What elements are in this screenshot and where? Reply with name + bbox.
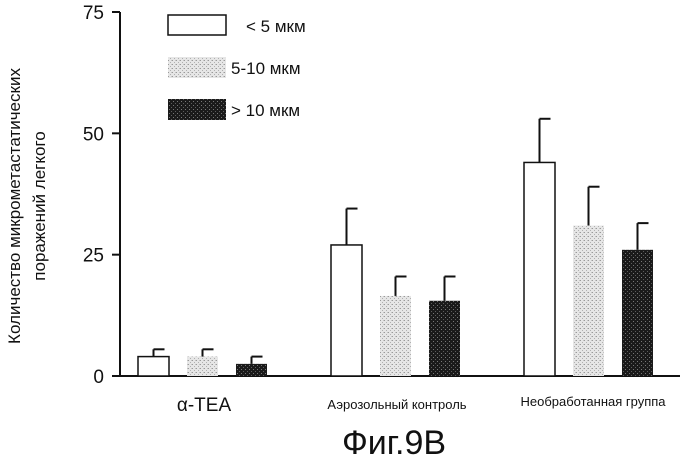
bar-5-10-group-2 [380,296,411,376]
bar-5-10-group-3 [573,226,604,376]
y-axis-title-line-1: Количество микрометастатических [5,68,24,344]
category-label-untreated-group: Необработанная группа [520,394,666,409]
legend-label-lt5: < 5 мкм [246,17,306,36]
y-axis-title-line-2: поражений легкого [30,131,49,280]
bar-lt5-group-1 [138,357,169,376]
legend-label-gt10: > 10 мкм [231,101,300,120]
bar-lt5-group-2 [331,245,362,376]
legend-swatch-lt5 [168,15,226,35]
y-tick-label: 50 [83,124,104,145]
y-tick-label: 75 [83,3,104,24]
bar-5-10-group-1 [187,357,218,376]
category-label-alpha-tea: α-TEA [177,395,232,416]
legend-swatch-5-10 [168,57,226,78]
bar-gt10-group-3 [622,250,653,376]
category-label-aerosol-control: Аэрозольный контроль [327,397,466,412]
bar-lt5-group-3 [524,162,555,376]
bar-gt10-group-2 [429,301,460,376]
legend-swatch-gt10 [168,99,226,120]
legend-label-5-10: 5-10 мкм [231,59,301,78]
bar-gt10-group-1 [236,364,267,376]
legend: < 5 мкм 5-10 мкм > 10 мкм [168,15,306,120]
y-tick-label: 0 [93,367,104,388]
y-tick-label: 25 [83,246,104,267]
figure-caption: Фиг.9B [342,424,446,462]
